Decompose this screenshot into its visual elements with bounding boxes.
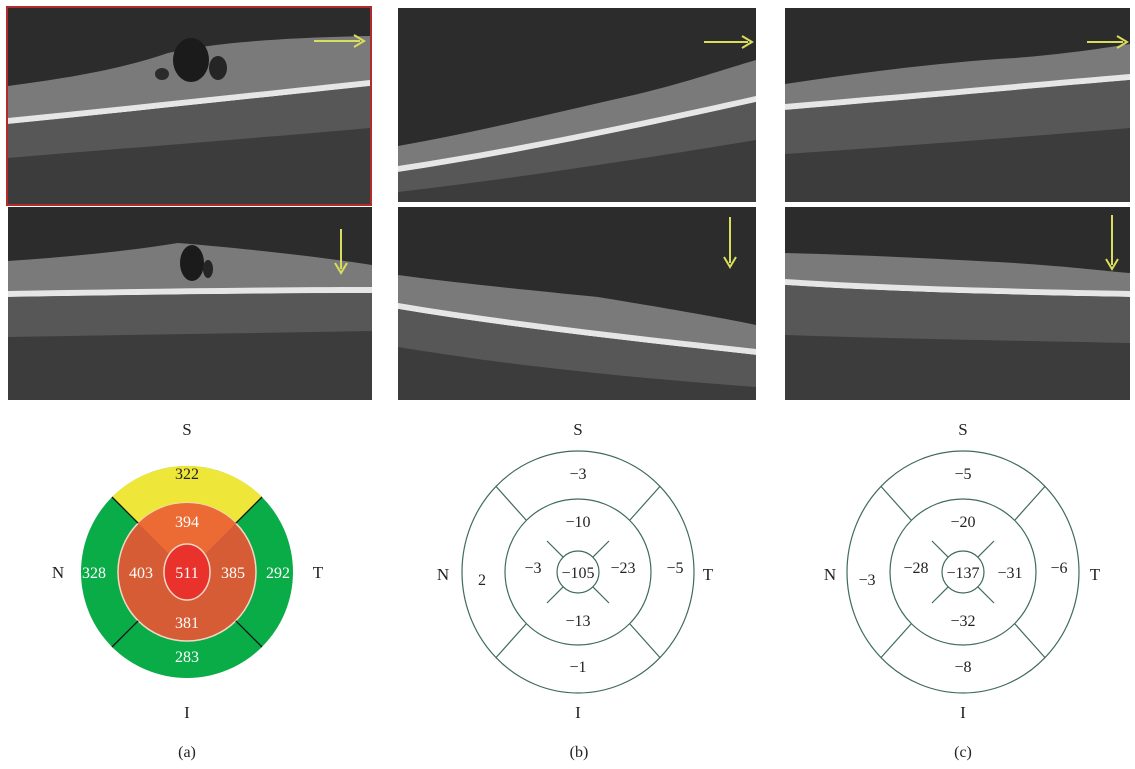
value-inner-inferior: 381 <box>175 615 199 632</box>
outer-ring <box>846 450 1080 694</box>
value-outer-temporal: −6 <box>1050 560 1067 577</box>
sector-divider <box>880 486 912 521</box>
label-nasal: N <box>437 565 449 584</box>
value-center: −105 <box>561 565 594 582</box>
value-inner-nasal: −3 <box>524 560 541 577</box>
thickness-map-a: 322 394 403 511 385 381 328 292 283 S I … <box>40 412 330 732</box>
center-field <box>941 550 985 594</box>
sector-divider <box>977 540 995 558</box>
sector-divider <box>592 540 610 558</box>
value-outer-inferior: −8 <box>954 659 971 676</box>
inner-ring <box>504 498 652 646</box>
oct-scan-a-horizontal <box>6 6 372 206</box>
label-superior: S <box>958 420 967 439</box>
oct-scan-b-horizontal <box>398 8 756 202</box>
value-inner-nasal: −28 <box>903 560 928 577</box>
value-inner-superior: −20 <box>950 514 975 531</box>
thickness-map-b: −3 −10 −3 −105 −23 −13 2 −5 −1 S I N T <box>430 412 725 732</box>
sector-divider <box>592 586 610 604</box>
direction-arrow-down-icon <box>1105 215 1119 271</box>
label-superior: S <box>573 420 582 439</box>
sector-divider <box>495 486 527 521</box>
value-outer-inferior: 283 <box>175 649 199 666</box>
panel-caption-b: (b) <box>569 744 589 761</box>
outer-ring <box>461 450 695 694</box>
value-center: 511 <box>175 565 198 582</box>
label-temporal: T <box>703 565 714 584</box>
inner-superior-sector <box>138 502 236 572</box>
value-outer-nasal: 2 <box>478 572 486 589</box>
thickness-map-c: −5 −20 −28 −137 −31 −32 −3 −6 −8 S I N T <box>817 412 1112 732</box>
sector-divider <box>931 540 949 558</box>
panel-caption-c: (c) <box>954 744 972 761</box>
value-inner-temporal: 385 <box>221 565 245 582</box>
value-outer-nasal: −3 <box>858 572 875 589</box>
direction-arrow-right-icon <box>314 34 366 48</box>
sector-divider <box>1014 486 1046 521</box>
sector-divider <box>546 586 564 604</box>
direction-arrow-right-icon <box>1087 35 1129 49</box>
direction-arrow-down-icon <box>334 229 348 275</box>
sector-divider <box>629 486 661 521</box>
sector-divider <box>880 623 912 658</box>
oct-scan-a-vertical <box>8 207 372 400</box>
oct-scan-b-vertical <box>398 207 756 400</box>
value-inner-temporal: −23 <box>610 560 635 577</box>
oct-scan-c-horizontal <box>785 8 1130 202</box>
label-inferior: I <box>960 703 966 722</box>
value-outer-nasal: 328 <box>82 565 106 582</box>
sector-divider <box>931 586 949 604</box>
value-inner-inferior: −32 <box>950 613 975 630</box>
value-outer-superior: −3 <box>569 466 586 483</box>
sector-divider <box>111 496 139 524</box>
value-outer-temporal: −5 <box>666 560 683 577</box>
sector-divider <box>495 623 527 658</box>
label-inferior: I <box>575 703 581 722</box>
direction-arrow-right-icon <box>704 35 754 49</box>
value-inner-nasal: 403 <box>129 565 153 582</box>
label-superior: S <box>182 420 191 439</box>
oct-scan-c-vertical <box>785 207 1130 400</box>
sector-divider <box>629 623 661 658</box>
value-center: −137 <box>946 565 979 582</box>
sector-divider <box>235 496 263 524</box>
label-temporal: T <box>313 563 324 582</box>
center-field <box>556 550 600 594</box>
value-outer-inferior: −1 <box>569 659 586 676</box>
direction-arrow-down-icon <box>723 217 737 269</box>
value-outer-superior: 322 <box>175 466 199 483</box>
value-outer-superior: −5 <box>954 466 971 483</box>
sector-divider <box>1014 623 1046 658</box>
panel-caption-a: (a) <box>178 744 196 761</box>
sector-divider <box>977 586 995 604</box>
value-inner-superior: 394 <box>175 514 199 531</box>
value-inner-superior: −10 <box>565 514 590 531</box>
sector-divider <box>546 540 564 558</box>
inner-ring <box>889 498 1037 646</box>
value-inner-inferior: −13 <box>565 613 590 630</box>
label-nasal: N <box>52 563 64 582</box>
label-inferior: I <box>184 703 190 722</box>
label-temporal: T <box>1090 565 1101 584</box>
value-outer-temporal: 292 <box>266 565 290 582</box>
value-inner-temporal: −31 <box>997 565 1022 582</box>
label-nasal: N <box>824 565 836 584</box>
sector-divider <box>111 620 139 648</box>
center-field <box>163 543 211 601</box>
sector-divider <box>235 620 263 648</box>
